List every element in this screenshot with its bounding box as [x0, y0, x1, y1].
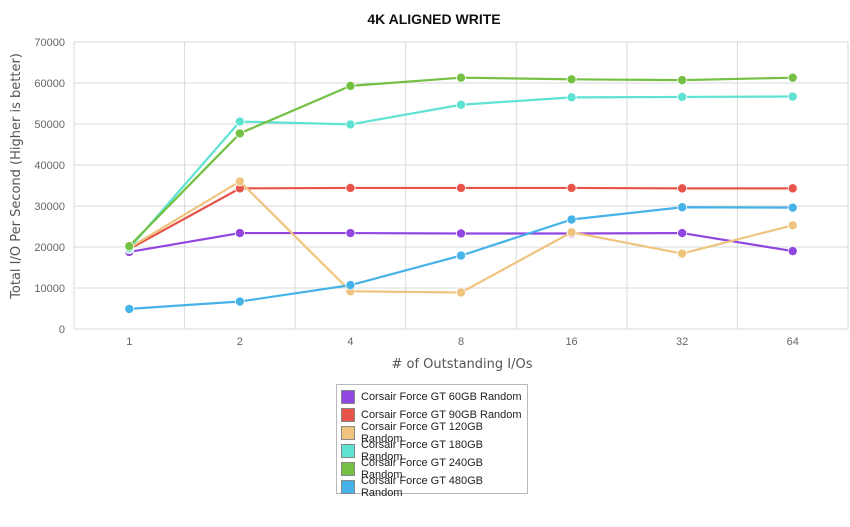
legend-item: Corsair Force GT 90GB Random — [341, 406, 527, 424]
data-point — [234, 176, 245, 187]
legend: Corsair Force GT 60GB Random Corsair Forc… — [336, 384, 528, 499]
data-point — [677, 75, 688, 86]
legend-label: Corsair Force GT 60GB Random — [361, 391, 522, 403]
data-point — [234, 296, 245, 307]
legend-swatch — [341, 480, 355, 494]
y-tick-label: 30000 — [34, 201, 65, 213]
y-tick-label: 40000 — [34, 160, 65, 172]
x-tick-label: 2 — [237, 336, 243, 348]
data-point — [455, 228, 466, 239]
data-point — [787, 246, 798, 257]
legend-label: Corsair Force GT 90GB Random — [361, 409, 522, 421]
x-tick-label: 1 — [126, 336, 132, 348]
y-tick-label: 70000 — [34, 37, 65, 49]
data-point — [787, 202, 798, 213]
data-point — [234, 116, 245, 127]
legend-item: Corsair Force GT 480GB Random — [341, 475, 527, 499]
data-point — [455, 182, 466, 193]
data-point — [345, 80, 356, 91]
y-tick-label: 20000 — [34, 242, 65, 254]
data-point — [455, 250, 466, 261]
data-point — [787, 72, 798, 83]
data-point — [345, 119, 356, 130]
legend-label: Corsair Force GT 180GB Random — [360, 439, 484, 463]
series-layer — [124, 72, 798, 314]
series-5 — [124, 72, 798, 252]
data-point — [234, 228, 245, 239]
legend-label: Corsair Force GT 480GB Random — [360, 475, 484, 499]
x-tick-label: 16 — [565, 336, 577, 348]
y-axis-label: Total I/O Per Second (Higher is better) — [9, 53, 24, 300]
axes: 0 10000 20000 30000 40000 50000 60000 70000 1 2 4 8… — [34, 37, 798, 348]
data-point — [566, 227, 577, 238]
legend-swatch — [341, 390, 355, 404]
data-point — [787, 91, 798, 102]
y-tick-label: 0 — [59, 324, 65, 336]
x-tick-label: 64 — [787, 336, 799, 348]
data-point — [566, 74, 577, 85]
legend-swatch — [341, 426, 355, 440]
data-point — [234, 128, 245, 139]
legend-swatch — [341, 462, 355, 476]
series-6 — [124, 202, 798, 314]
data-point — [124, 303, 135, 314]
legend-item: Corsair Force GT 60GB Random — [341, 388, 527, 406]
data-point — [345, 228, 356, 239]
data-point — [124, 241, 135, 252]
series-2 — [124, 182, 798, 255]
data-point — [566, 214, 577, 225]
x-tick-label: 8 — [458, 336, 464, 348]
legend-item: Corsair Force GT 240GB Random — [341, 457, 527, 481]
y-tick-label: 10000 — [34, 283, 65, 295]
y-tick-label: 60000 — [34, 78, 65, 90]
data-point — [677, 248, 688, 259]
data-point — [455, 287, 466, 298]
data-point — [345, 280, 356, 291]
x-tick-label: 32 — [676, 336, 688, 348]
legend-swatch — [341, 408, 355, 422]
x-tick-label: 4 — [347, 336, 353, 348]
data-point — [455, 99, 466, 110]
data-point — [787, 220, 798, 231]
chart-title: 4K ALIGNED WRITE — [367, 11, 500, 27]
line-chart: 0 10000 20000 30000 40000 50000 60000 70000 1 2 4 8… — [9, 11, 849, 372]
data-point — [566, 182, 577, 193]
data-point — [455, 72, 466, 83]
data-point — [677, 183, 688, 194]
legend-item: Corsair Force GT 120GB Random — [341, 421, 527, 445]
series-4 — [124, 91, 798, 254]
grid — [73, 41, 849, 330]
data-point — [345, 182, 356, 193]
y-tick-label: 50000 — [34, 119, 65, 131]
legend-item: Corsair Force GT 180GB Random — [341, 439, 527, 463]
legend-label: Corsair Force GT 120GB Random — [360, 421, 484, 445]
series-line — [128, 95, 794, 250]
legend-swatch — [341, 444, 355, 458]
data-point — [566, 92, 577, 103]
data-point — [677, 202, 688, 213]
data-point — [787, 183, 798, 194]
data-point — [677, 228, 688, 239]
x-axis-label: # of Outstanding I/Os — [391, 357, 532, 372]
series-line — [128, 186, 794, 251]
data-point — [677, 91, 688, 102]
legend-label: Corsair Force GT 240GB Random — [360, 457, 484, 481]
